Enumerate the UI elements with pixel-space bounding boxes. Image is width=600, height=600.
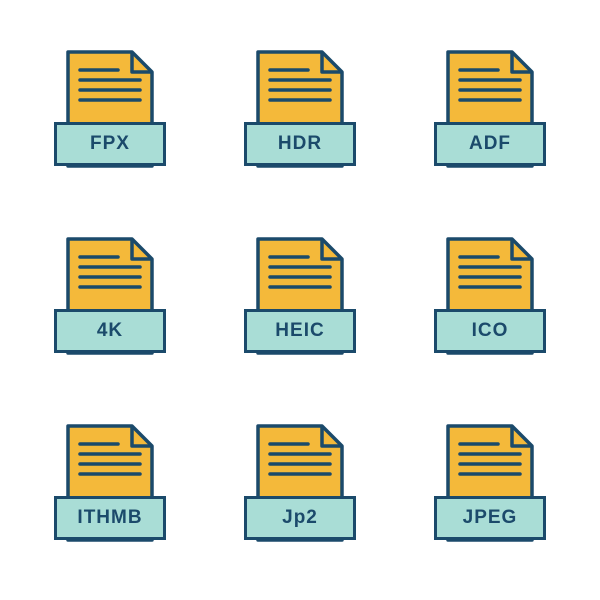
file-type-label-box: 4K: [54, 309, 166, 353]
file-type-label: ITHMB: [77, 507, 142, 529]
file-type-icon-grid: FPX HDR ADF 4K HEIC ICO ITHMB Jp2 JPEG: [0, 0, 600, 600]
file-type-label-box: ITHMB: [54, 496, 166, 540]
file-type-icon: FPX: [50, 48, 170, 178]
file-type-icon: ADF: [430, 48, 550, 178]
file-type-label: FPX: [90, 133, 130, 155]
file-type-label: 4K: [97, 320, 123, 342]
file-type-label-box: HDR: [244, 122, 356, 166]
file-type-icon: ICO: [430, 235, 550, 365]
file-type-label: HEIC: [275, 320, 324, 342]
file-type-icon: Jp2: [240, 422, 360, 552]
file-type-icon: HDR: [240, 48, 360, 178]
file-type-icon: ITHMB: [50, 422, 170, 552]
file-type-label: Jp2: [282, 507, 318, 529]
file-type-label: ADF: [469, 133, 511, 155]
file-type-label: ICO: [472, 320, 509, 342]
file-type-label-box: ICO: [434, 309, 546, 353]
file-type-label-box: Jp2: [244, 496, 356, 540]
file-type-icon: HEIC: [240, 235, 360, 365]
file-type-label-box: FPX: [54, 122, 166, 166]
file-type-label-box: JPEG: [434, 496, 546, 540]
file-type-label-box: ADF: [434, 122, 546, 166]
file-type-label: HDR: [278, 133, 322, 155]
file-type-label: JPEG: [463, 507, 518, 529]
file-type-icon: JPEG: [430, 422, 550, 552]
file-type-label-box: HEIC: [244, 309, 356, 353]
file-type-icon: 4K: [50, 235, 170, 365]
